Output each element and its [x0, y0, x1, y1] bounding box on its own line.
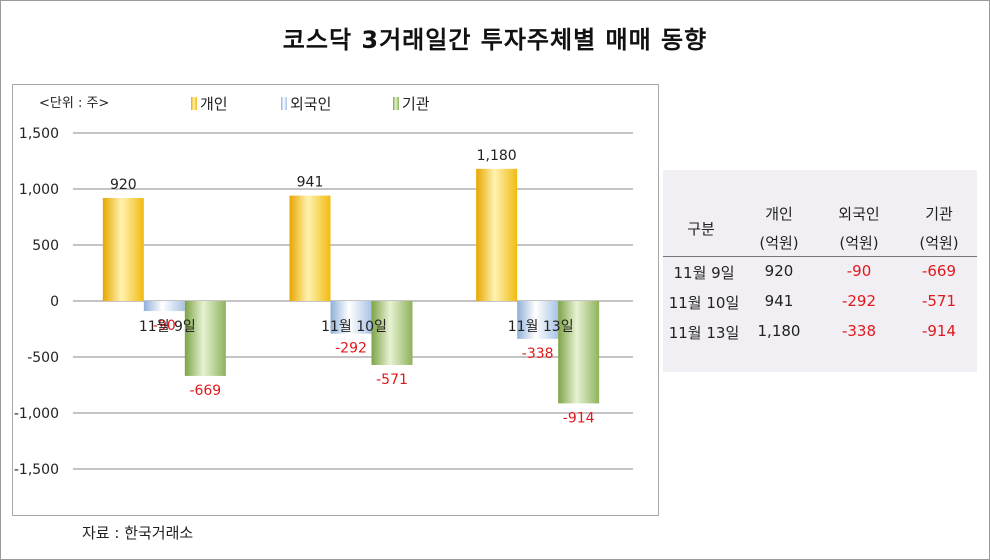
legend-label: 기관 — [402, 95, 430, 113]
chart-area: 1,500 1,000 500 0 -500 -1,000 -1,500 <단위 : 주> 개인… — [12, 84, 659, 516]
y-tick-label: 500 — [32, 238, 59, 254]
table-header: 구분 — [687, 220, 715, 238]
bar-기관 — [184, 301, 226, 376]
table-cell: -90 — [846, 262, 872, 280]
table-header: 개인 — [765, 205, 793, 223]
table-cell: 1,180 — [757, 322, 801, 340]
bar-개인 — [102, 197, 144, 301]
table-header: 기관 — [925, 205, 953, 223]
data-label: -669 — [189, 383, 221, 399]
table-cell: 920 — [764, 262, 794, 280]
table-cell: -338 — [841, 322, 877, 340]
y-tick-label: -1,500 — [14, 462, 59, 478]
legend-swatch — [393, 97, 399, 110]
unit-label: <단위 : 주> — [39, 96, 109, 111]
data-label: -914 — [563, 410, 595, 426]
data-label: -90 — [153, 318, 176, 334]
x-category-label: 11월 13일 — [508, 319, 574, 335]
bar-개인 — [289, 195, 331, 301]
y-tick-label: 1,500 — [19, 126, 59, 142]
bar-chart: 1,500 1,000 500 0 -500 -1,000 -1,500 <단위 : 주> 개인… — [14, 95, 633, 478]
table-divider — [663, 256, 977, 257]
data-label: 941 — [297, 175, 324, 191]
data-label: -292 — [335, 341, 367, 357]
table-header-unit: (억원) — [759, 234, 799, 252]
table-header: 외국인 — [838, 205, 880, 223]
page-title: 코스닥 3거래일간 투자주체별 매매 동향 — [282, 26, 708, 54]
x-category-label: 11월 9일 — [139, 319, 196, 335]
table-row-date: 11월 13일 — [668, 324, 740, 342]
legend-swatch — [281, 97, 287, 110]
legend-label: 외국인 — [290, 95, 331, 113]
x-category-label: 11월 10일 — [321, 319, 387, 335]
bar-외국인 — [517, 301, 559, 339]
y-tick-label: -500 — [27, 350, 59, 366]
table-cell: -669 — [921, 262, 957, 280]
table-cell: 941 — [764, 292, 794, 310]
table-cell: -571 — [921, 292, 957, 310]
y-tick-label: 1,000 — [19, 182, 59, 198]
data-label: -571 — [376, 372, 408, 388]
bar-개인 — [476, 168, 518, 301]
data-label: 1,180 — [477, 148, 517, 164]
data-label: 920 — [110, 177, 137, 193]
source-note: 자료 : 한국거래소 — [82, 524, 194, 542]
bar-외국인 — [143, 301, 185, 312]
table-cell: -292 — [841, 292, 877, 310]
y-tick-label: -1,000 — [14, 406, 59, 422]
table-row-date: 11월 9일 — [673, 264, 735, 282]
legend-label: 개인 — [200, 95, 228, 113]
table-header-unit: (억원) — [919, 234, 959, 252]
y-tick-label: 0 — [50, 294, 59, 310]
bar-기관 — [371, 301, 413, 365]
table-header-unit: (억원) — [839, 234, 879, 252]
legend-swatch — [191, 97, 197, 110]
summary-table: 구분 개인 (억원) 외국인 (억원) 기관 (억원) 11월 9일 920 -90 -669 11월… — [663, 170, 977, 372]
bar-기관 — [558, 301, 600, 404]
data-label: -338 — [522, 346, 554, 362]
bar-외국인 — [330, 301, 372, 334]
table-cell: -914 — [921, 322, 957, 340]
table-row-date: 11월 10일 — [668, 294, 740, 312]
